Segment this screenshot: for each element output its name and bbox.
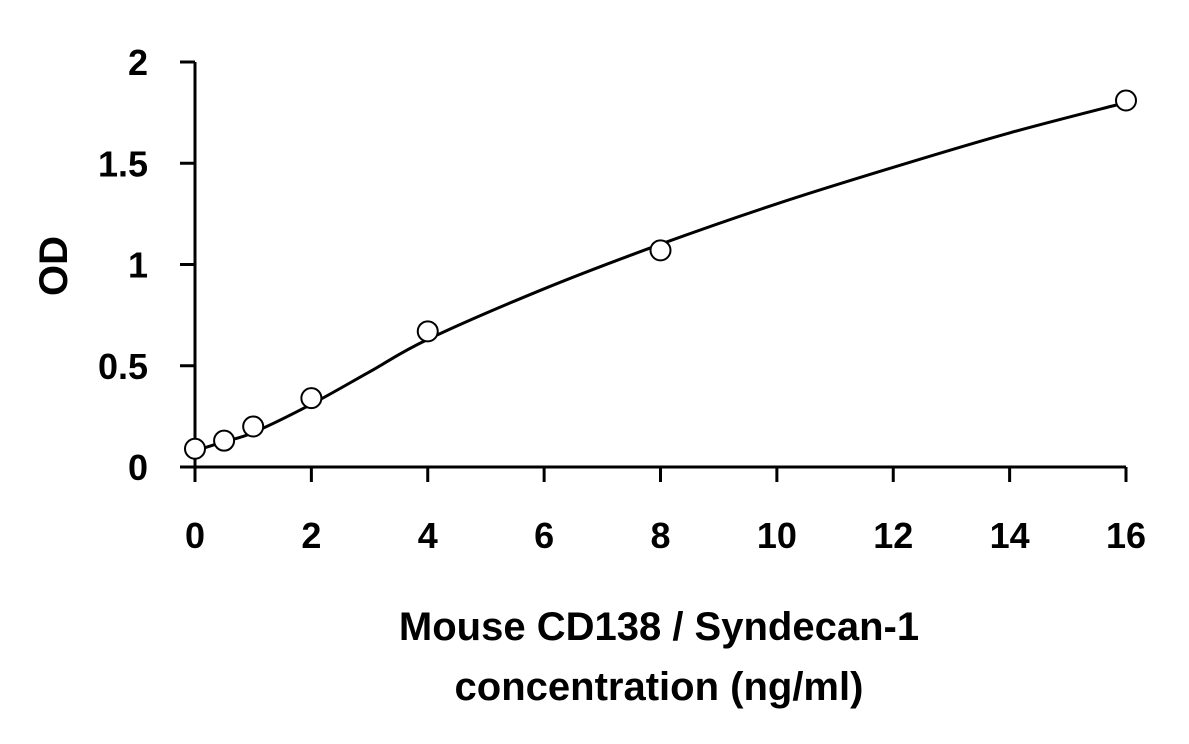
y-axis-title: OD [32, 236, 76, 296]
y-tick-label: 0.5 [98, 346, 148, 387]
y-tick-label: 2 [128, 42, 148, 83]
x-axis-title-line-1: Mouse CD138 / Syndecan-1 [399, 605, 919, 649]
x-tick-label: 14 [990, 515, 1030, 556]
x-tick-label: 16 [1106, 515, 1146, 556]
x-axis-title-line-2: concentration (ng/ml) [455, 665, 864, 709]
fit-curve [194, 101, 1127, 453]
y-tick-label: 1.5 [98, 143, 148, 184]
y-tick-label: 0 [128, 447, 148, 488]
data-point [300, 387, 323, 410]
y-axis-ticks: 0 0.5 1 1.5 2 [98, 42, 195, 488]
data-points [184, 89, 1137, 460]
data-point [213, 429, 236, 452]
y-tick-label: 1 [128, 245, 148, 286]
data-point [184, 437, 206, 460]
x-tick-label: 2 [301, 515, 321, 556]
x-tick-label: 4 [418, 515, 438, 556]
x-tick-label: 12 [873, 515, 913, 556]
x-tick-label: 10 [757, 515, 797, 556]
x-axis-ticks: 0 2 4 6 8 10 12 14 16 [185, 467, 1146, 556]
data-point [1115, 89, 1137, 112]
x-tick-label: 6 [534, 515, 554, 556]
x-tick-label: 0 [185, 515, 205, 556]
x-tick-label: 8 [650, 515, 670, 556]
data-point [416, 320, 439, 343]
data-point [242, 415, 265, 438]
data-point [649, 239, 672, 262]
